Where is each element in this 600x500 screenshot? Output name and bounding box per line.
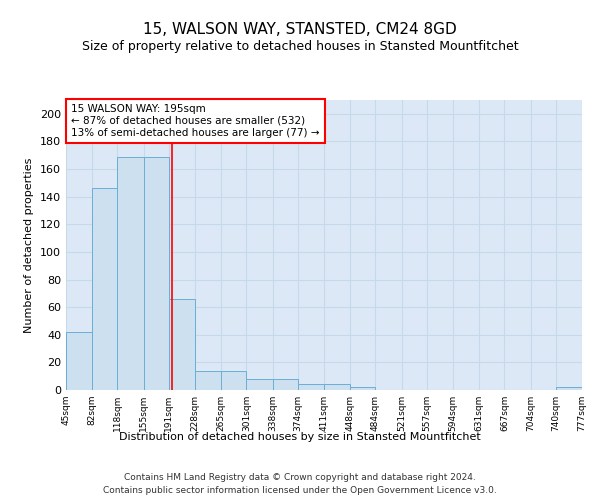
- Bar: [221, 370, 247, 390]
- Text: Distribution of detached houses by size in Stansted Mountfitchet: Distribution of detached houses by size …: [119, 432, 481, 442]
- Bar: [350, 387, 376, 390]
- Bar: [247, 379, 272, 390]
- Text: Contains public sector information licensed under the Open Government Licence v3: Contains public sector information licen…: [103, 486, 497, 495]
- Bar: [169, 299, 195, 390]
- Y-axis label: Number of detached properties: Number of detached properties: [25, 158, 34, 332]
- Bar: [272, 379, 298, 390]
- Text: 15 WALSON WAY: 195sqm
← 87% of detached houses are smaller (532)
13% of semi-det: 15 WALSON WAY: 195sqm ← 87% of detached …: [71, 104, 320, 138]
- Bar: [66, 332, 92, 390]
- Text: 15, WALSON WAY, STANSTED, CM24 8GD: 15, WALSON WAY, STANSTED, CM24 8GD: [143, 22, 457, 38]
- Bar: [92, 188, 118, 390]
- Bar: [118, 156, 143, 390]
- Bar: [298, 384, 324, 390]
- Bar: [143, 156, 169, 390]
- Bar: [195, 370, 221, 390]
- Text: Contains HM Land Registry data © Crown copyright and database right 2024.: Contains HM Land Registry data © Crown c…: [124, 472, 476, 482]
- Bar: [556, 387, 582, 390]
- Text: Size of property relative to detached houses in Stansted Mountfitchet: Size of property relative to detached ho…: [82, 40, 518, 53]
- Bar: [324, 384, 350, 390]
